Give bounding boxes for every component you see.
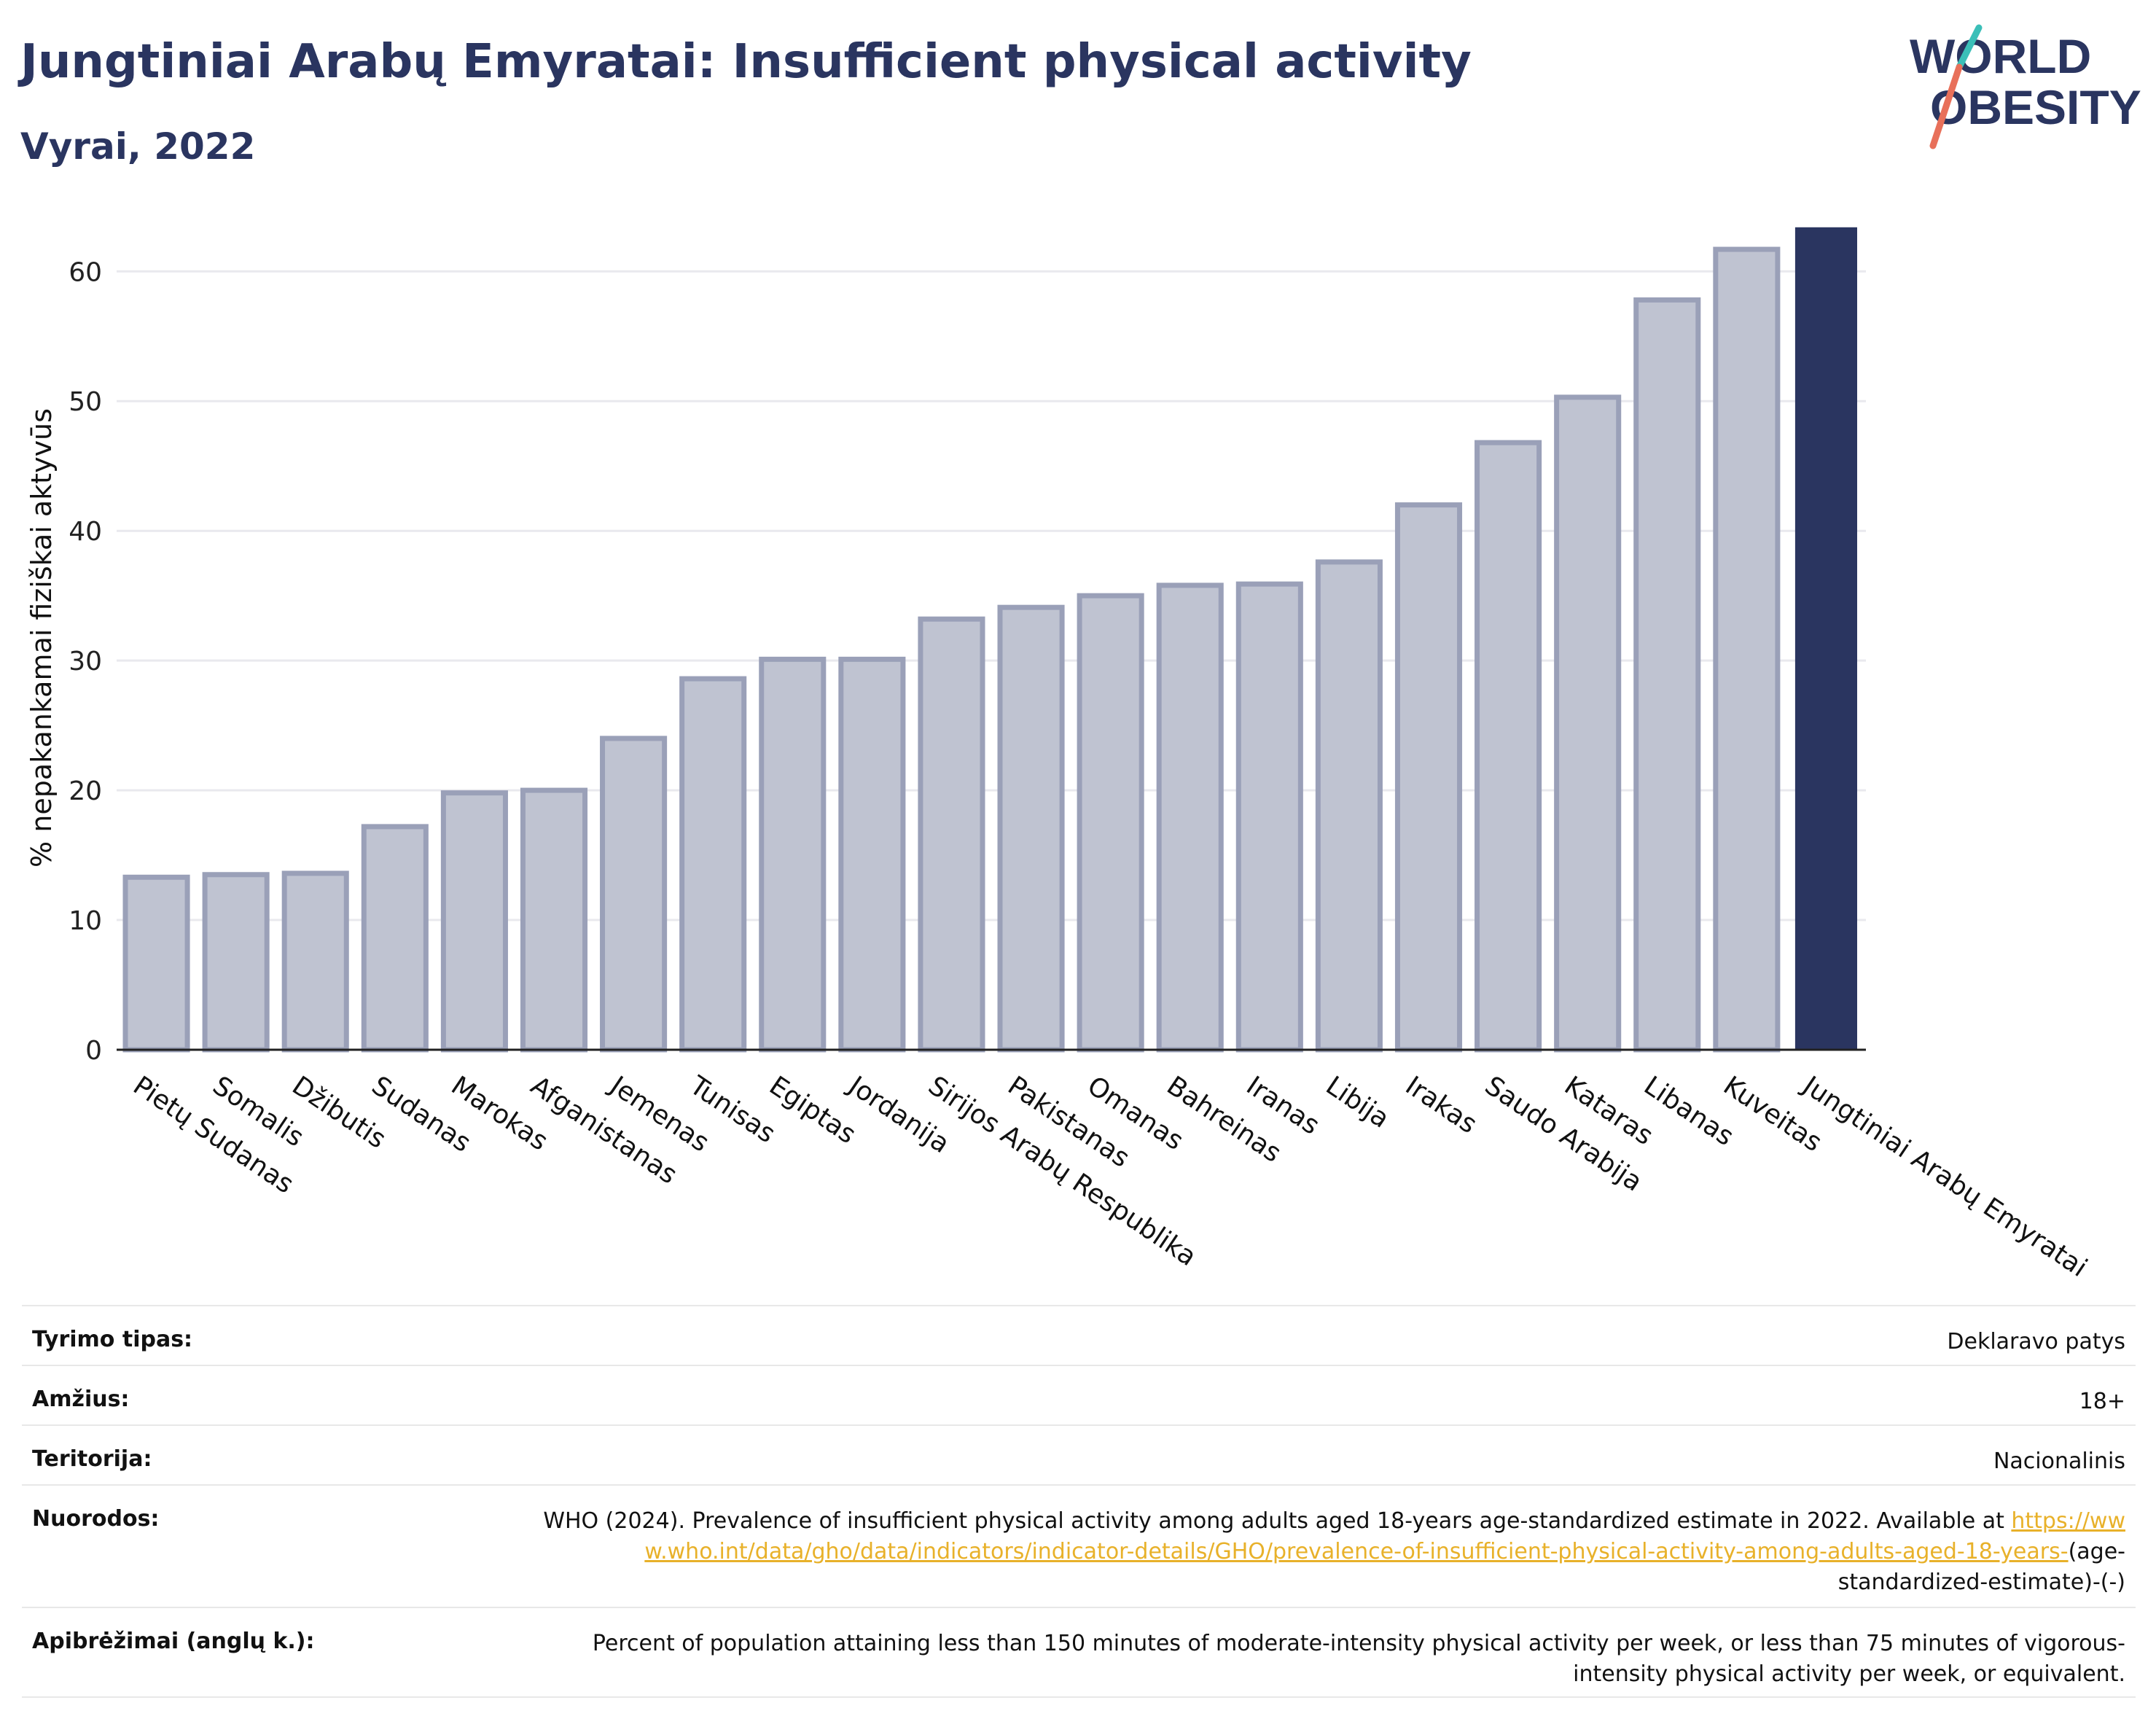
bar xyxy=(520,787,588,1053)
y-axis-label: % nepakankamai fiziškai aktyvūs xyxy=(26,408,58,868)
bar xyxy=(1713,246,1781,1053)
logo-slash-teal xyxy=(1956,24,1983,71)
bar xyxy=(281,870,349,1053)
bar xyxy=(600,736,668,1053)
x-tick-label: Libija xyxy=(1321,1071,1395,1134)
bar xyxy=(838,656,906,1053)
bar xyxy=(1794,227,1857,1050)
meta-row-age: Amžius: 18+ xyxy=(22,1365,2136,1424)
bar xyxy=(361,824,429,1053)
y-tick-label: 30 xyxy=(69,647,102,677)
x-tick-label: Jungtiniai Arabų Emyratai xyxy=(1796,1070,2092,1284)
meta-value: Deklaravo patys xyxy=(1947,1329,2125,1354)
bar xyxy=(202,872,270,1053)
meta-label: Tyrimo tipas: xyxy=(32,1327,193,1352)
reference-text: WHO (2024). Prevalence of insufficient p… xyxy=(543,1508,2004,1534)
meta-row-survey-type: Tyrimo tipas: Deklaravo patys xyxy=(22,1305,2136,1365)
x-tick-label: Libanas xyxy=(1639,1071,1739,1152)
meta-row-references: Nuorodos: WHO (2024). Prevalence of insu… xyxy=(22,1484,2136,1607)
bar xyxy=(1235,581,1303,1053)
bar xyxy=(440,790,508,1053)
x-tick-label: Egiptas xyxy=(764,1071,862,1150)
bar xyxy=(759,656,827,1053)
page-title: Jungtiniai Arabų Emyratai: Insufficient … xyxy=(20,35,1472,89)
logo-text-obesity: OBESITY xyxy=(1930,80,2141,134)
y-tick-label: 0 xyxy=(85,1036,102,1066)
meta-value: Nacionalinis xyxy=(1993,1449,2125,1474)
meta-label: Amžius: xyxy=(32,1387,130,1412)
meta-row-territory: Teritorija: Nacionalinis xyxy=(22,1424,2136,1484)
y-tick-label: 50 xyxy=(69,387,102,417)
bar xyxy=(1554,394,1622,1053)
meta-value: WHO (2024). Prevalence of insufficient p… xyxy=(536,1506,2125,1598)
metadata-table: Tyrimo tipas: Deklaravo patys Amžius: 18… xyxy=(22,1305,2136,1698)
meta-label: Apibrėžimai (anglų k.): xyxy=(32,1629,315,1654)
meta-row-definitions: Apibrėžimai (anglų k.): Percent of popul… xyxy=(22,1607,2136,1698)
bar xyxy=(679,676,747,1053)
reference-suffix: (age-standardized-estimate)-(-) xyxy=(1837,1539,2125,1595)
y-tick-label: 60 xyxy=(69,257,102,287)
bar xyxy=(1633,297,1701,1053)
meta-value: 18+ xyxy=(2079,1389,2125,1414)
world-obesity-logo: WORLD OBESITY xyxy=(1910,24,2141,149)
logo-slash-coral xyxy=(1929,63,1963,149)
page-subtitle: Vyrai, 2022 xyxy=(20,125,256,168)
bar xyxy=(997,604,1065,1053)
bar xyxy=(918,616,985,1053)
x-tick-label: Irakas xyxy=(1400,1071,1483,1140)
y-tick-label: 40 xyxy=(69,517,102,547)
bar xyxy=(1156,582,1224,1053)
bar xyxy=(122,874,190,1053)
y-tick-label: 10 xyxy=(69,906,102,936)
meta-value: Percent of population attaining less tha… xyxy=(592,1631,2125,1687)
bar xyxy=(1077,593,1144,1053)
logo-text-world: WORLD xyxy=(1910,29,2091,83)
bar xyxy=(1394,502,1463,1053)
bar xyxy=(1315,559,1383,1053)
y-tick-label: 20 xyxy=(69,776,102,806)
reference-link[interactable]: https://www.who.int/data/gho/data/indica… xyxy=(644,1508,2125,1564)
meta-label: Nuorodos: xyxy=(32,1506,160,1532)
meta-label: Teritorija: xyxy=(32,1446,152,1472)
bar xyxy=(1475,440,1542,1053)
bars xyxy=(122,227,1857,1053)
